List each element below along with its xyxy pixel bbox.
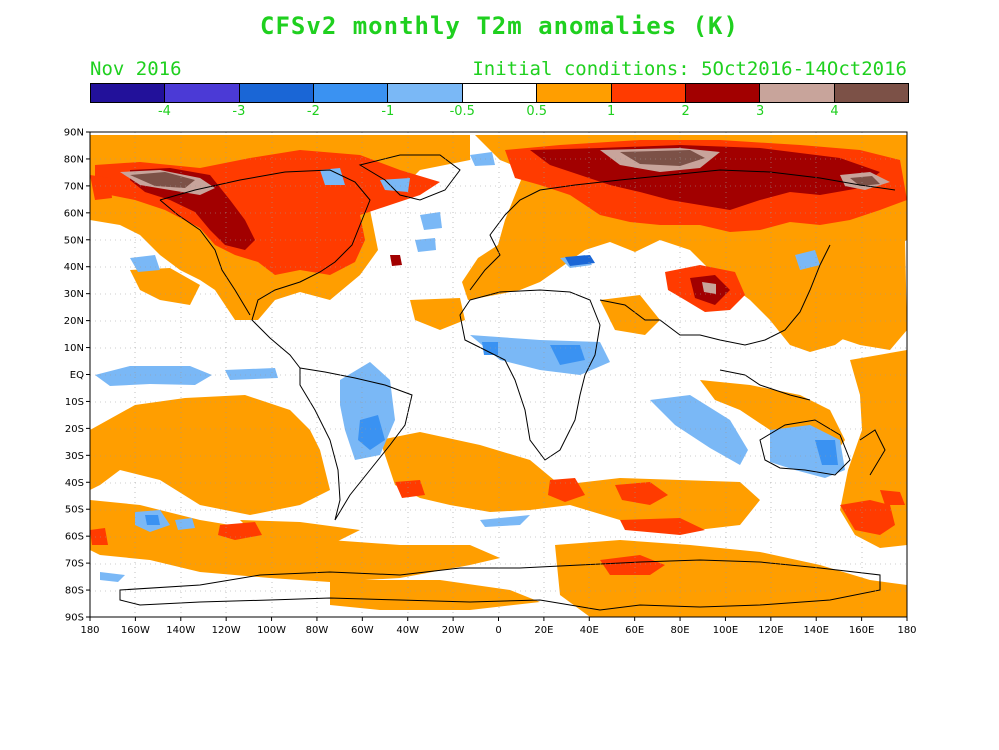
lat-label: 40S	[65, 478, 84, 489]
map-fields	[90, 132, 907, 617]
colorbar-segment	[91, 84, 166, 102]
anomaly-darkblue-areas	[565, 255, 595, 266]
lon-label: 100E	[713, 625, 738, 636]
lat-label: 70N	[64, 181, 84, 192]
lon-label: 120W	[212, 625, 241, 636]
lat-label: 50N	[64, 235, 84, 246]
grid-lines	[90, 132, 907, 617]
lon-label: 100W	[257, 625, 286, 636]
lon-label: 120E	[758, 625, 783, 636]
lat-label: 10N	[64, 343, 84, 354]
longitude-labels: 180 160W 140W 120W 100W 80W 60W 40W 20W 0 20E 40E 60…	[80, 617, 917, 636]
colorbar-segment	[537, 84, 612, 102]
colorbar-segment	[685, 84, 761, 102]
lon-label: 60W	[351, 625, 374, 636]
lat-label: 90S	[65, 613, 84, 624]
lon-label: 140W	[166, 625, 195, 636]
colorbar-segment	[834, 84, 908, 102]
lat-label: 90N	[64, 128, 84, 139]
colorbar-segment	[314, 84, 389, 102]
colorbar-segment	[760, 84, 835, 102]
lat-label: EQ	[70, 370, 84, 381]
lat-label: 20S	[65, 424, 84, 435]
lon-label: 20W	[442, 625, 465, 636]
lon-label: 20E	[534, 625, 553, 636]
colorbar-label: -1	[381, 104, 395, 119]
lat-label: 60S	[65, 532, 84, 543]
lon-label: 80W	[306, 625, 329, 636]
map-title: CFSv2 monthly T2m anomalies (K)	[260, 12, 739, 40]
colorbar-segment	[611, 84, 686, 102]
colorbar-segment	[388, 84, 463, 102]
colorbar-label: -0.5	[449, 104, 475, 119]
lon-label: 60E	[625, 625, 644, 636]
lon-label: 140E	[804, 625, 829, 636]
colorbar-label: -3	[232, 104, 246, 119]
lat-label: 80N	[64, 154, 84, 165]
lon-label: 180	[897, 625, 916, 636]
lat-label: 30N	[64, 289, 84, 300]
lon-label: 80E	[671, 625, 690, 636]
anomaly-brown-areas	[130, 150, 880, 188]
colorbar-segment	[462, 84, 538, 102]
colorbar-label: 4	[830, 104, 839, 119]
latitude-labels: 90N 80N 70N 60N 50N 40N 30N 20N 10N EQ 10S 20S 30S 40…	[64, 128, 90, 624]
lon-label: 40E	[580, 625, 599, 636]
colorbar-label: -2	[306, 104, 320, 119]
lat-label: 40N	[64, 262, 84, 273]
colorbar-segment	[239, 84, 315, 102]
colorbar-label: 1	[607, 104, 616, 119]
initial-conditions: Initial conditions: 5Oct2016-14Oct2016	[472, 58, 907, 80]
colorbar-label: -4	[157, 104, 171, 119]
colorbar-segment	[165, 84, 240, 102]
lon-label: 180	[80, 625, 99, 636]
forecast-month: Nov 2016	[90, 58, 182, 80]
lat-label: 50S	[65, 505, 84, 516]
coastlines	[119, 154, 896, 611]
colorbar	[90, 83, 909, 103]
lon-label: 0	[495, 625, 501, 636]
lat-label: 10S	[65, 397, 84, 408]
colorbar-label: 0.5	[526, 104, 548, 119]
lon-label: 40W	[396, 625, 419, 636]
lon-label: 160W	[121, 625, 150, 636]
colorbar-label: 2	[681, 104, 690, 119]
colorbar-labels: -4 -3 -2 -1 -0.5 0.5 1 2 3 4	[90, 104, 909, 122]
lat-label: 20N	[64, 316, 84, 327]
colorbar-label: 3	[755, 104, 765, 119]
lat-label: 70S	[65, 559, 84, 570]
lon-label: 160E	[849, 625, 874, 636]
lat-label: 80S	[65, 586, 84, 597]
anomaly-blue-areas	[145, 342, 838, 525]
lat-label: 30S	[65, 451, 84, 462]
lat-label: 60N	[64, 208, 84, 219]
